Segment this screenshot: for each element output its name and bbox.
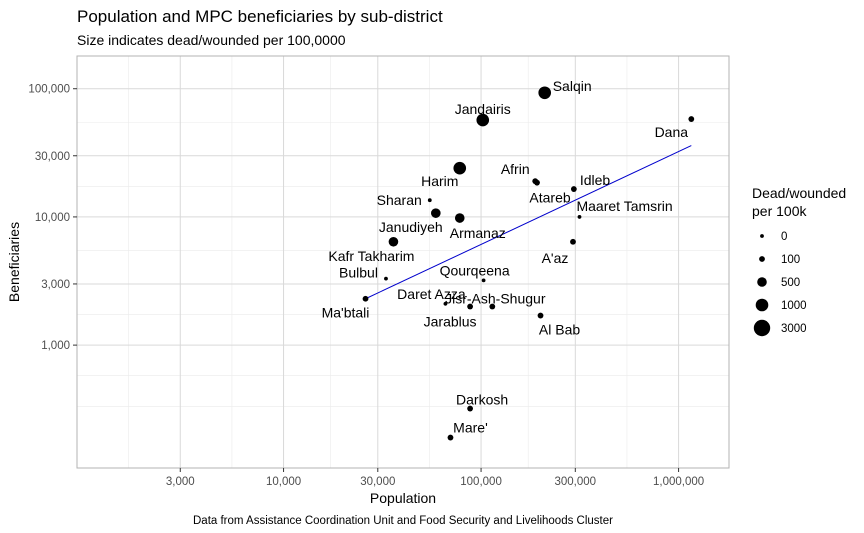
trend-line-group	[365, 145, 692, 300]
plot-panel-border	[76, 55, 730, 469]
point-labels: Salqin Jandairis Dana Harim Afrin Atareb Idleb…	[322, 78, 689, 436]
x-tick-label: 1,000,000	[653, 476, 704, 488]
data-point	[447, 434, 454, 441]
legend-key-symbol	[755, 298, 769, 312]
legend-keys: 0 100 500 1000 3000	[753, 231, 807, 337]
x-tick-label: 3,000	[166, 476, 195, 488]
point-label: Mare'	[453, 420, 488, 436]
point-label: Bulbul	[339, 265, 378, 281]
data-point	[467, 303, 474, 310]
data-point	[384, 276, 388, 281]
point-label: Dana	[655, 124, 689, 140]
x-tick-label: 300,000	[555, 476, 597, 488]
data-point	[537, 312, 544, 319]
point-label: Kafr Takharim	[328, 248, 414, 264]
point-label: Jarablus	[424, 314, 477, 330]
legend-key-label: 1000	[781, 300, 807, 312]
point-label: Idleb	[580, 172, 611, 188]
point-label: Daret Azza	[397, 286, 466, 302]
data-point	[570, 238, 576, 245]
data-point	[427, 198, 432, 203]
legend-key-symbol	[760, 234, 764, 238]
point-label: Armanaz	[450, 225, 506, 241]
legend-key-label: 100	[781, 254, 800, 266]
plot-panel	[77, 56, 729, 468]
point-label: Qourqeena	[440, 262, 510, 278]
data-point	[489, 303, 496, 310]
chart-caption: Data from Assistance Coordination Unit a…	[193, 515, 613, 527]
x-axis-title: Population	[370, 490, 436, 506]
data-point	[362, 295, 369, 302]
legend-title-line-2: per 100k	[752, 203, 807, 219]
data-point	[534, 179, 540, 186]
point-label: Maaret Tamsrin	[576, 198, 672, 214]
point-label: A'az	[542, 250, 569, 266]
legend-key-label: 0	[781, 231, 787, 243]
data-point	[570, 186, 577, 192]
point-label: Atareb	[529, 190, 570, 206]
legend-key-label: 3000	[781, 323, 807, 335]
minor-gridlines	[77, 56, 729, 468]
y-tick-label: 1,000	[41, 340, 70, 352]
x-tick-label: 30,000	[360, 476, 395, 488]
point-label: Salqin	[553, 78, 592, 94]
y-tick-label: 10,000	[35, 212, 70, 224]
data-point	[388, 236, 399, 247]
legend-key-symbol	[757, 277, 767, 287]
data-point	[538, 86, 552, 100]
y-tick-label: 30,000	[35, 151, 70, 163]
point-label: Ma'btali	[322, 305, 370, 321]
legend-title-line-1: Dead/wounded	[752, 185, 846, 201]
data-point	[476, 113, 490, 127]
data-points	[362, 86, 695, 441]
point-label: Al Bab	[539, 322, 580, 338]
chart-title: Population and MPC beneficiaries by sub-…	[77, 7, 443, 26]
data-point	[467, 405, 474, 412]
x-tick-label: 10,000	[266, 476, 301, 488]
legend: Dead/wounded per 100k 0 100 500 1000 3000	[752, 185, 846, 337]
y-tick-label: 100,000	[28, 84, 70, 96]
data-point	[481, 278, 486, 283]
point-label: Harim	[421, 173, 458, 189]
data-point	[577, 215, 582, 219]
legend-key-label: 500	[781, 277, 800, 289]
data-point	[688, 116, 695, 122]
data-point	[431, 208, 441, 218]
legend-key-symbol	[753, 319, 771, 337]
y-axis-title: Beneficiaries	[6, 222, 22, 302]
point-label: Afrin	[501, 161, 530, 177]
point-label: Jisr-Ash-Shugur	[445, 291, 546, 307]
x-tick-label: 100,000	[460, 476, 502, 488]
data-point	[443, 301, 448, 306]
data-point	[453, 161, 467, 175]
point-label: Jandairis	[455, 101, 511, 117]
y-tick-label: 3,000	[41, 279, 70, 291]
point-label: Sharan	[377, 192, 422, 208]
y-axis-ticks: 1,000 3,000 10,000 30,000 100,000	[28, 84, 77, 352]
data-point	[454, 213, 465, 223]
point-label: Janudiyeh	[379, 219, 443, 235]
point-label: Darkosh	[456, 392, 508, 408]
legend-key-symbol	[759, 256, 765, 262]
chart-subtitle: Size indicates dead/wounded per 100,0000	[77, 32, 346, 48]
x-axis-ticks: 3,000 10,000 30,000 100,000 300,000 1,000,000	[166, 468, 704, 488]
trend-line	[365, 145, 692, 300]
